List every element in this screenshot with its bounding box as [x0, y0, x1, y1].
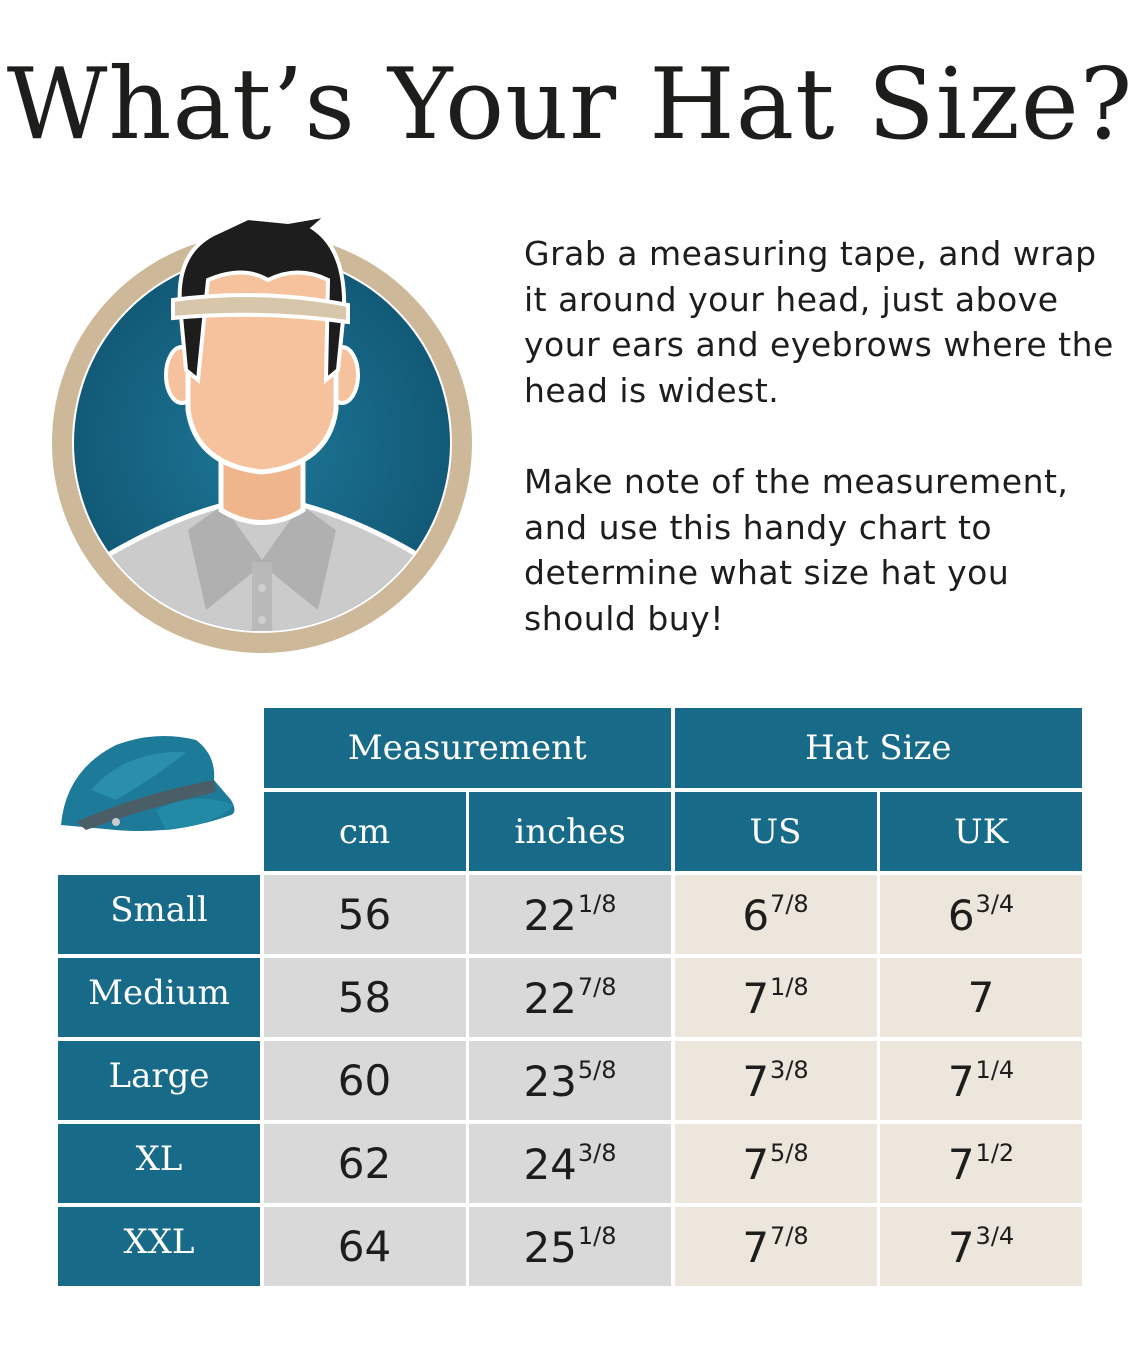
- cell-cm: 62: [263, 1124, 466, 1203]
- whole: 7: [742, 1222, 770, 1272]
- value: 75/8: [742, 1139, 808, 1189]
- cell-cm: 56: [263, 875, 466, 954]
- value: 63/4: [948, 890, 1014, 940]
- value: 71/4: [948, 1056, 1014, 1106]
- page-title: What’s Your Hat Size?: [6, 48, 1134, 162]
- value: 7: [968, 973, 995, 1022]
- whole: 60: [337, 1056, 392, 1105]
- whole: 23: [523, 1056, 577, 1106]
- group-header-measurement: Measurement: [263, 708, 671, 788]
- size-label: Medium: [88, 972, 230, 1013]
- cell-inches: 221/8: [469, 875, 671, 954]
- instruction-paragraph: Make note of the measurement, and use th…: [524, 462, 1069, 638]
- value: 73/8: [742, 1056, 808, 1106]
- value: 58: [338, 973, 391, 1022]
- whole: 25: [523, 1222, 577, 1272]
- row-label-size: XL: [58, 1124, 260, 1203]
- cell-uk: 71/2: [880, 1124, 1082, 1203]
- whole: 62: [337, 1139, 392, 1188]
- value: 56: [338, 890, 391, 939]
- row-label-size: Large: [58, 1041, 260, 1120]
- value: 243/8: [523, 1139, 616, 1189]
- fraction: 3/8: [770, 1055, 809, 1084]
- row-label-size: XXL: [58, 1207, 260, 1286]
- value: 71/2: [948, 1139, 1014, 1189]
- row-label-size: Small: [58, 875, 260, 954]
- whole: 6: [947, 890, 975, 940]
- value: 221/8: [523, 890, 616, 940]
- column-header-inches: inches: [469, 792, 671, 871]
- fraction: 1/2: [975, 1138, 1015, 1167]
- column-header-uk: UK: [880, 792, 1082, 871]
- whole: 64: [337, 1222, 392, 1271]
- cell-uk: 73/4: [880, 1207, 1082, 1286]
- fraction: 7/8: [770, 1221, 809, 1250]
- fraction: 1/4: [975, 1055, 1015, 1084]
- cell-inches: 243/8: [469, 1124, 671, 1203]
- fraction: 3/4: [975, 1221, 1015, 1250]
- cell-cm: 64: [263, 1207, 466, 1286]
- table-corner: [58, 708, 260, 871]
- whole: 56: [337, 890, 392, 939]
- cell-uk: 71/4: [880, 1041, 1082, 1120]
- value: 67/8: [742, 890, 808, 940]
- value: 62: [338, 1139, 391, 1188]
- cell-cm: 60: [263, 1041, 466, 1120]
- value: 71/8: [742, 973, 808, 1023]
- value: 235/8: [523, 1056, 616, 1106]
- cell-inches: 251/8: [469, 1207, 671, 1286]
- whole: 7: [967, 973, 995, 1022]
- value: 60: [338, 1056, 391, 1105]
- newsboy-cap-icon: [61, 736, 235, 831]
- fraction: 3/8: [577, 1138, 617, 1167]
- size-label: Large: [108, 1055, 210, 1096]
- fraction: 5/8: [770, 1138, 809, 1167]
- fraction: 1/8: [770, 972, 809, 1001]
- instructions: Grab a measuring tape, and wrap it aroun…: [524, 231, 1114, 687]
- cell-uk: 63/4: [880, 875, 1082, 954]
- whole: 58: [337, 973, 392, 1022]
- fraction: 7/8: [770, 889, 809, 918]
- whole: 7: [742, 1056, 770, 1106]
- value: 64: [338, 1222, 391, 1271]
- fraction: 1/8: [577, 1221, 617, 1250]
- value: 77/8: [742, 1222, 808, 1272]
- cell-inches: 235/8: [469, 1041, 671, 1120]
- whole: 7: [947, 1222, 975, 1272]
- whole: 22: [523, 973, 577, 1023]
- cell-us: 75/8: [674, 1124, 877, 1203]
- fraction: 1/8: [577, 889, 617, 918]
- cell-cm: 58: [263, 958, 466, 1037]
- cell-inches: 227/8: [469, 958, 671, 1037]
- row-label-size: Medium: [58, 958, 260, 1037]
- column-header-us: US: [674, 792, 877, 871]
- column-header-cm: cm: [263, 792, 466, 871]
- size-label: XXL: [123, 1221, 195, 1262]
- value: 73/4: [948, 1222, 1014, 1272]
- value: 251/8: [523, 1222, 616, 1272]
- value: 227/8: [523, 973, 616, 1023]
- group-header-hat-size: Hat Size: [674, 708, 1082, 788]
- size-label: XL: [135, 1138, 183, 1179]
- fraction: 3/4: [975, 889, 1015, 918]
- fraction: 7/8: [577, 972, 617, 1001]
- cell-uk: 7: [880, 958, 1082, 1037]
- cell-us: 77/8: [674, 1207, 877, 1286]
- whole: 7: [742, 973, 770, 1023]
- cell-us: 73/8: [674, 1041, 877, 1120]
- cell-us: 71/8: [674, 958, 877, 1037]
- whole: 7: [742, 1139, 770, 1189]
- instruction-paragraph: Grab a measuring tape, and wrap it aroun…: [524, 234, 1114, 410]
- cell-us: 67/8: [674, 875, 877, 954]
- man-measuring-head-icon: [52, 211, 472, 653]
- fraction: 5/8: [577, 1055, 617, 1084]
- whole: 22: [523, 890, 577, 940]
- size-label: Small: [110, 889, 208, 930]
- whole: 7: [947, 1139, 975, 1189]
- whole: 7: [947, 1056, 975, 1106]
- hat-size-table: Measurement Hat Size cm inches US UK Sma…: [58, 708, 1082, 1286]
- whole: 6: [742, 890, 770, 940]
- whole: 24: [523, 1139, 577, 1189]
